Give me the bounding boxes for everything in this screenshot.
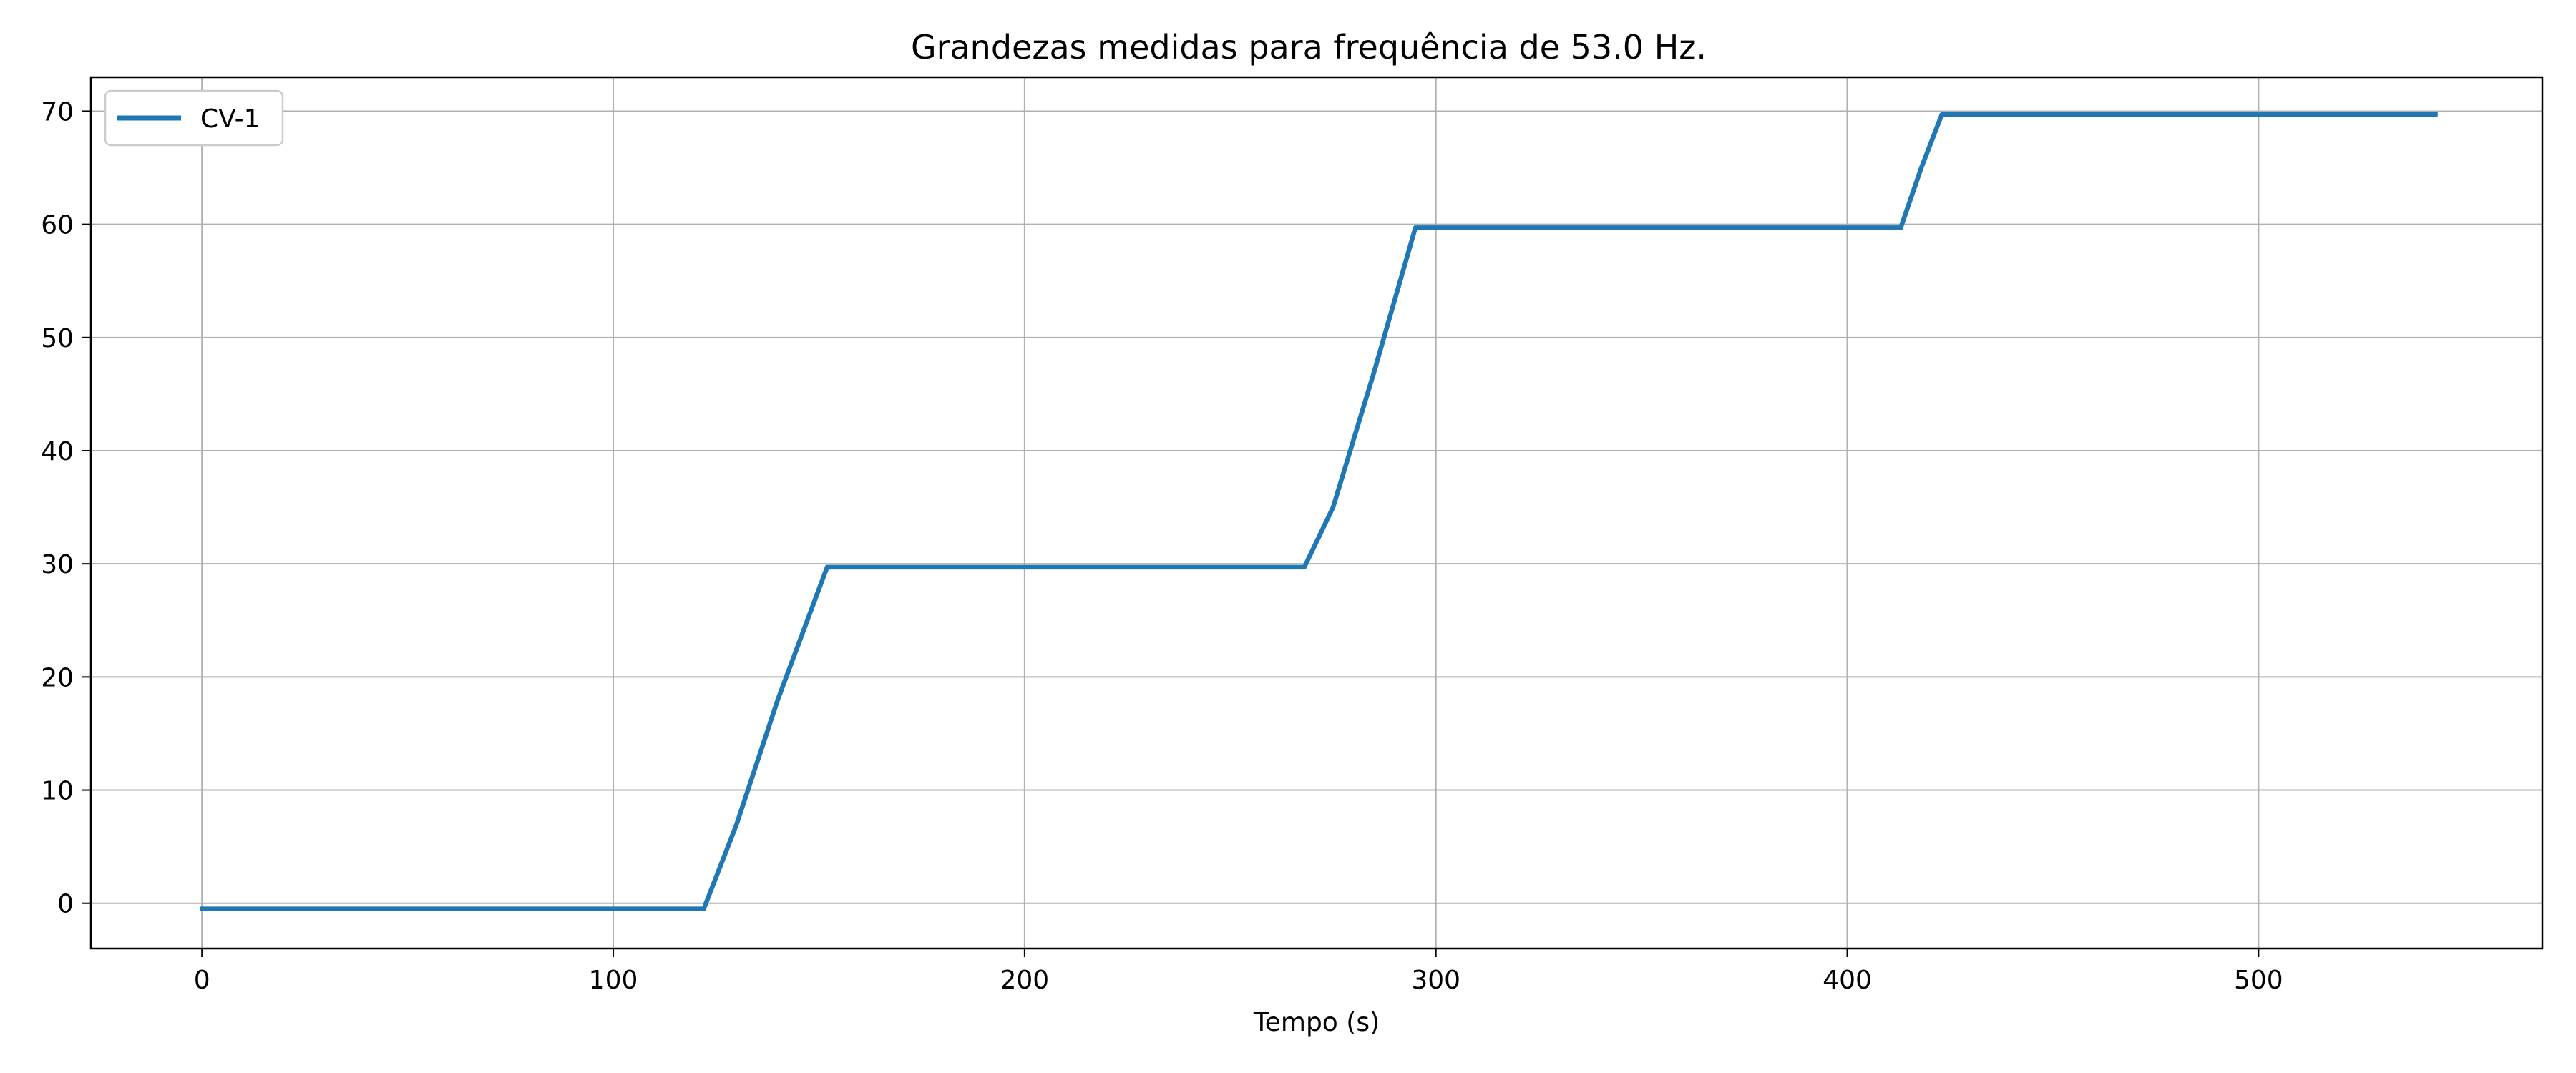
chart-title: Grandezas medidas para frequência de 53.… [911, 28, 1707, 67]
y-tick-label: 60 [41, 211, 74, 240]
x-axis-label: Tempo (s) [1253, 1008, 1380, 1037]
x-tick-label: 500 [2234, 966, 2283, 995]
legend-box [104, 89, 284, 147]
axis-ticks: 0 100 200 300 400 500 0 10 20 30 40 50 60 70 [41, 97, 2283, 995]
y-tick-label: 40 [41, 437, 74, 466]
y-tick-label: 0 [57, 890, 74, 919]
series-line-cv-1 [199, 112, 2438, 911]
legend: CV-1 [104, 89, 284, 147]
plot-area-frame [89, 76, 2544, 950]
series-layer [199, 112, 2438, 911]
x-tick-label: 400 [1823, 966, 1872, 995]
legend-label-cv-1: CV-1 [200, 104, 260, 134]
y-tick-label: 50 [41, 324, 74, 353]
y-tick-label: 30 [41, 550, 74, 579]
y-tick-label: 70 [41, 97, 74, 127]
y-tick-label: 20 [41, 663, 74, 692]
grid [91, 77, 2542, 949]
x-tick-label: 0 [194, 966, 210, 995]
x-tick-label: 100 [589, 966, 638, 995]
x-tick-label: 200 [1000, 966, 1050, 995]
x-tick-label: 300 [1411, 966, 1460, 995]
y-tick-label: 10 [41, 777, 74, 806]
